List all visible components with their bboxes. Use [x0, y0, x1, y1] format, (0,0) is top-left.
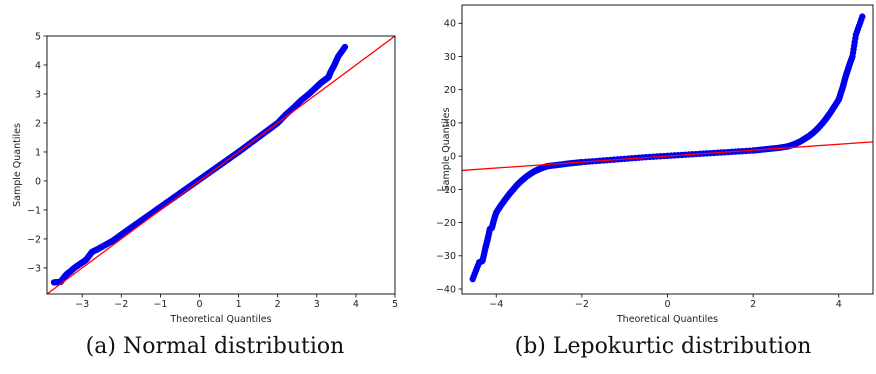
x-tick-label: 4 [353, 299, 359, 310]
x-tick-label: −1 [153, 299, 167, 310]
reference-line [47, 36, 395, 294]
y-tick-label: 40 [444, 19, 456, 30]
y-tick-label: 2 [35, 118, 41, 129]
data-point [341, 43, 349, 51]
x-tick-label: −4 [489, 299, 503, 310]
plot-normal: −3 −2 −1 0 1 2 3 4 5 −3 −2 −1 0 1 2 3 4 5 Theoretical Quan… [12, 31, 398, 325]
data-points [47, 36, 395, 294]
y-tick-label: 0 [35, 176, 41, 187]
y-tick-label: 4 [35, 60, 41, 71]
plot-lepokurtic: −4 −2 0 2 4−40−30−20−10010203040Theoretical … [436, 4, 874, 325]
y-tick-label: 0 [450, 152, 456, 163]
x-tick-label: 1 [236, 299, 242, 310]
y-tick-label: 20 [444, 85, 456, 96]
plot-frame [461, 4, 874, 295]
y-axis-label: Sample Quantiles [12, 123, 23, 207]
y-tick-label: 3 [35, 89, 41, 100]
y-tick-label: −20 [436, 218, 456, 229]
y-tick-label: −2 [27, 234, 41, 245]
y-axis-label: Sample Quantiles [441, 108, 452, 192]
y-tick-label: 5 [35, 31, 41, 42]
x-tick-label: 0 [664, 299, 670, 310]
y-tick-label: −10 [436, 185, 456, 196]
y-tick-label: −30 [436, 251, 456, 262]
x-tick-label: 5 [392, 299, 398, 310]
x-tick-label: −2 [575, 299, 589, 310]
caption-lepokurtic: (b) Lepokurtic distribution [514, 334, 812, 359]
caption-normal: (a) Normal distribution [85, 334, 345, 359]
x-tick-label: 0 [196, 299, 202, 310]
y-tick-label: −40 [436, 284, 456, 295]
y-tick-label: −3 [27, 263, 41, 274]
plot-frame [46, 35, 396, 295]
x-axis-label: Theoretical Quantiles [616, 314, 718, 325]
x-tick-label: 3 [314, 299, 320, 310]
y-tick-label: 1 [35, 147, 41, 158]
x-tick-label: −3 [75, 299, 89, 310]
x-tick-label: 4 [836, 299, 842, 310]
reference-line [462, 141, 873, 172]
y-tick-label: 10 [444, 118, 456, 129]
x-axis-label: Theoretical Quantiles [169, 314, 271, 325]
x-tick-label: −2 [114, 299, 128, 310]
x-tick-label: 2 [750, 299, 756, 310]
x-tick-label: 2 [275, 299, 281, 310]
y-tick-label: 30 [444, 52, 456, 63]
y-tick-label: −1 [27, 205, 41, 216]
data-points [462, 13, 873, 283]
data-point [859, 13, 866, 20]
